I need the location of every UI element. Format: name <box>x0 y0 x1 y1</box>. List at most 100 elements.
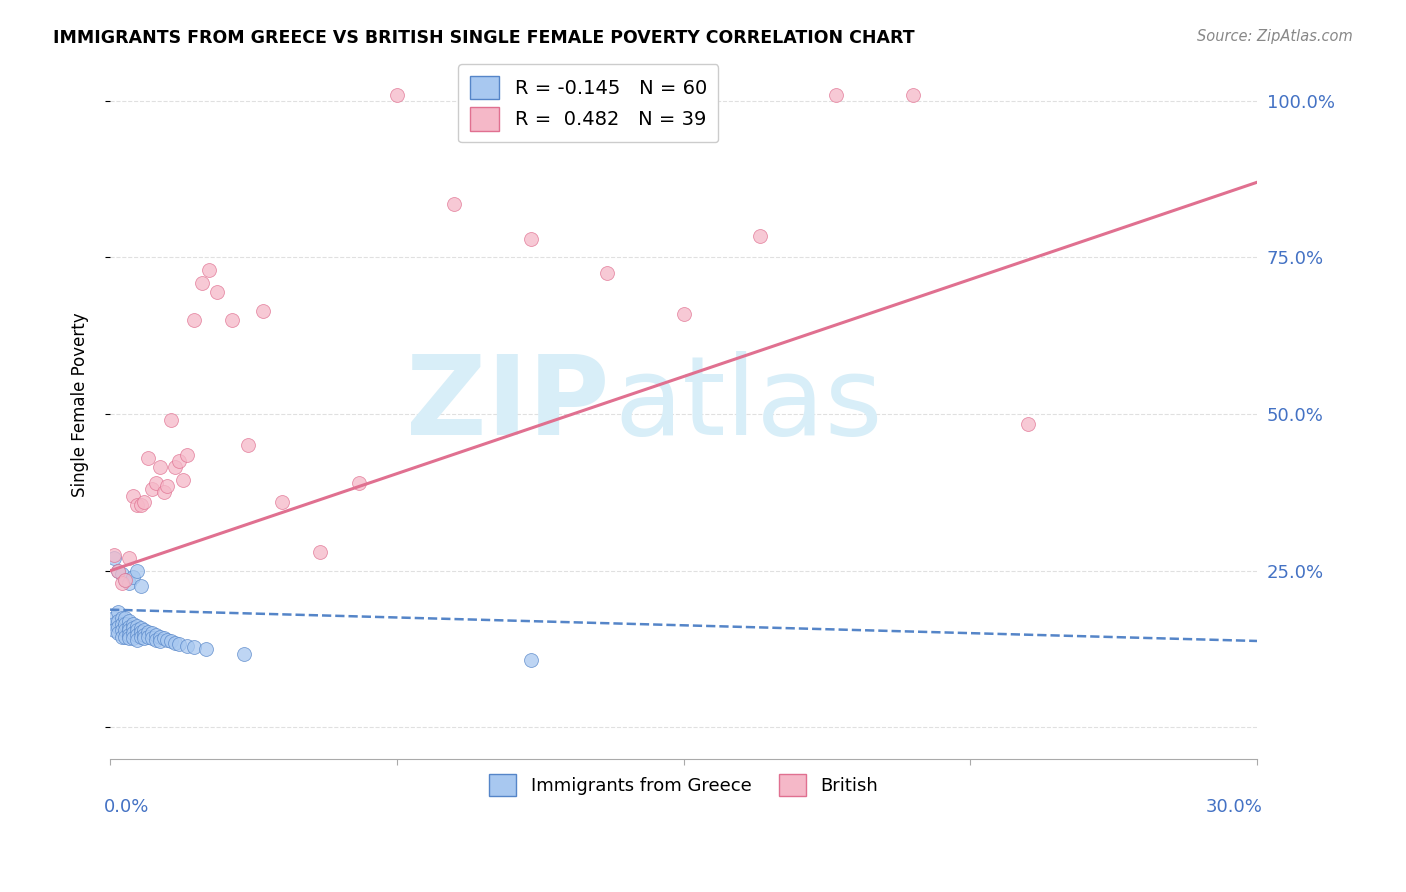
Point <box>103 624 125 638</box>
Point <box>122 570 145 584</box>
Point <box>134 632 156 646</box>
Point <box>825 87 848 102</box>
Point <box>107 626 129 640</box>
Point <box>221 313 243 327</box>
Point <box>136 630 159 644</box>
Point <box>114 630 136 644</box>
Point <box>141 483 163 497</box>
Point <box>149 460 172 475</box>
Point <box>156 632 179 647</box>
Text: ZIP: ZIP <box>405 351 609 458</box>
Point <box>141 626 163 640</box>
Point <box>107 564 129 578</box>
Point <box>271 495 294 509</box>
Point <box>134 495 156 509</box>
Point <box>172 473 194 487</box>
Point <box>443 197 465 211</box>
Point <box>167 454 190 468</box>
Text: 0.0%: 0.0% <box>104 797 149 815</box>
Point <box>125 624 148 638</box>
Point <box>749 228 772 243</box>
Point <box>236 438 259 452</box>
Point <box>129 579 152 593</box>
Point <box>252 303 274 318</box>
Point <box>110 576 132 591</box>
Point <box>114 617 136 632</box>
Point <box>156 479 179 493</box>
Point <box>165 636 187 650</box>
Point <box>149 634 172 648</box>
Point <box>901 87 924 102</box>
Point <box>103 551 125 566</box>
Point <box>519 232 541 246</box>
Point <box>167 637 190 651</box>
Point <box>145 632 167 647</box>
Text: atlas: atlas <box>614 351 883 458</box>
Point <box>103 617 125 632</box>
Point <box>118 624 141 638</box>
Point <box>309 545 332 559</box>
Point <box>103 611 125 625</box>
Point <box>110 566 132 581</box>
Point <box>118 576 141 591</box>
Point <box>122 489 145 503</box>
Text: Source: ZipAtlas.com: Source: ZipAtlas.com <box>1197 29 1353 44</box>
Point <box>149 630 172 644</box>
Point <box>194 642 217 657</box>
Point <box>347 476 370 491</box>
Point <box>118 632 141 646</box>
Text: IMMIGRANTS FROM GREECE VS BRITISH SINGLE FEMALE POVERTY CORRELATION CHART: IMMIGRANTS FROM GREECE VS BRITISH SINGLE… <box>53 29 915 46</box>
Point <box>114 611 136 625</box>
Point <box>165 460 187 475</box>
Point <box>134 624 156 638</box>
Point <box>519 653 541 667</box>
Point <box>152 485 174 500</box>
Point <box>125 564 148 578</box>
Point <box>125 498 148 512</box>
Point <box>198 263 221 277</box>
Point <box>107 614 129 628</box>
Point <box>145 476 167 491</box>
Point <box>114 573 136 587</box>
Point <box>134 628 156 642</box>
Point <box>129 625 152 640</box>
Point <box>160 413 183 427</box>
Point <box>183 313 205 327</box>
Point <box>103 548 125 562</box>
Point <box>385 87 408 102</box>
Point <box>129 630 152 644</box>
Point <box>118 620 141 634</box>
Point <box>596 266 619 280</box>
Y-axis label: Single Female Poverty: Single Female Poverty <box>72 312 89 497</box>
Legend: Immigrants from Greece, British: Immigrants from Greece, British <box>482 766 886 803</box>
Point <box>107 620 129 634</box>
Point <box>110 630 132 644</box>
Point <box>118 551 141 566</box>
Point <box>152 631 174 645</box>
Point <box>191 276 214 290</box>
Point <box>1017 417 1039 431</box>
Point <box>232 647 254 661</box>
Point <box>125 632 148 647</box>
Point <box>145 628 167 642</box>
Point <box>183 640 205 655</box>
Point <box>107 564 129 578</box>
Point <box>176 448 198 462</box>
Point <box>118 628 141 642</box>
Point <box>110 624 132 638</box>
Point <box>122 617 145 632</box>
Text: 30.0%: 30.0% <box>1206 797 1263 815</box>
Point <box>125 628 148 642</box>
Point <box>110 611 132 625</box>
Point <box>141 631 163 645</box>
Point <box>107 605 129 619</box>
Point <box>129 622 152 636</box>
Point <box>160 634 183 648</box>
Point <box>125 619 148 633</box>
Point <box>114 573 136 587</box>
Point <box>672 307 695 321</box>
Point <box>176 639 198 653</box>
Point <box>136 450 159 465</box>
Point <box>118 614 141 628</box>
Point <box>205 285 228 299</box>
